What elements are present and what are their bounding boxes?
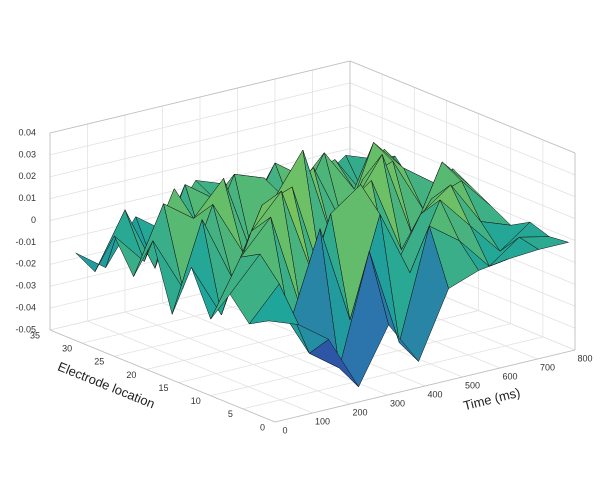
grid-line <box>49 82 351 156</box>
surface <box>75 141 570 388</box>
x-tick-label: 800 <box>577 353 592 363</box>
axis-edge <box>274 349 576 423</box>
y-tick-label: 5 <box>228 409 233 419</box>
y-tick-label: 25 <box>94 357 104 367</box>
z-tick-label: -0.04 <box>15 302 36 312</box>
x-tick-label: 600 <box>502 371 517 381</box>
surface-face <box>248 283 299 325</box>
y-axis-label: Electrode location <box>56 359 157 412</box>
x-tick-label: 200 <box>352 407 367 417</box>
z-tick-label: -0.03 <box>15 281 36 291</box>
y-tick-label: 0 <box>260 422 265 432</box>
grid-line <box>349 126 576 220</box>
x-tick-label: 0 <box>282 425 287 435</box>
z-tick-label: 0 <box>31 215 36 225</box>
grid-line <box>162 302 388 396</box>
y-tick-label: 10 <box>191 396 201 406</box>
y-tick-label: 35 <box>30 330 40 340</box>
y-tick-label: 30 <box>62 344 72 354</box>
grid-line <box>124 311 351 405</box>
axis-edge <box>349 60 576 154</box>
z-tick-label: -0.01 <box>15 237 36 247</box>
x-tick-label: 400 <box>427 389 442 399</box>
y-tick-label: 20 <box>126 370 136 380</box>
z-tick-label: -0.02 <box>15 259 36 269</box>
x-tick-label: 500 <box>465 380 480 390</box>
grid-line <box>87 320 313 414</box>
grid-line <box>49 126 351 200</box>
z-tick-label: 0.04 <box>18 127 36 137</box>
axis-edge <box>49 329 276 423</box>
grid-line <box>49 104 351 178</box>
grid-line <box>349 82 576 176</box>
z-tick-label: 0.03 <box>18 149 36 159</box>
grid-line <box>242 336 543 410</box>
y-tick-label: 15 <box>159 383 169 393</box>
x-tick-label: 700 <box>540 362 555 372</box>
axis-edge <box>49 60 351 134</box>
x-tick-label: 300 <box>390 398 405 408</box>
z-tick-label: 0.02 <box>18 171 36 181</box>
x-tick-label: 100 <box>315 416 330 426</box>
grid-line <box>349 104 576 198</box>
z-tick-label: 0.01 <box>18 193 36 203</box>
z-tick-label: -0.05 <box>15 324 36 334</box>
